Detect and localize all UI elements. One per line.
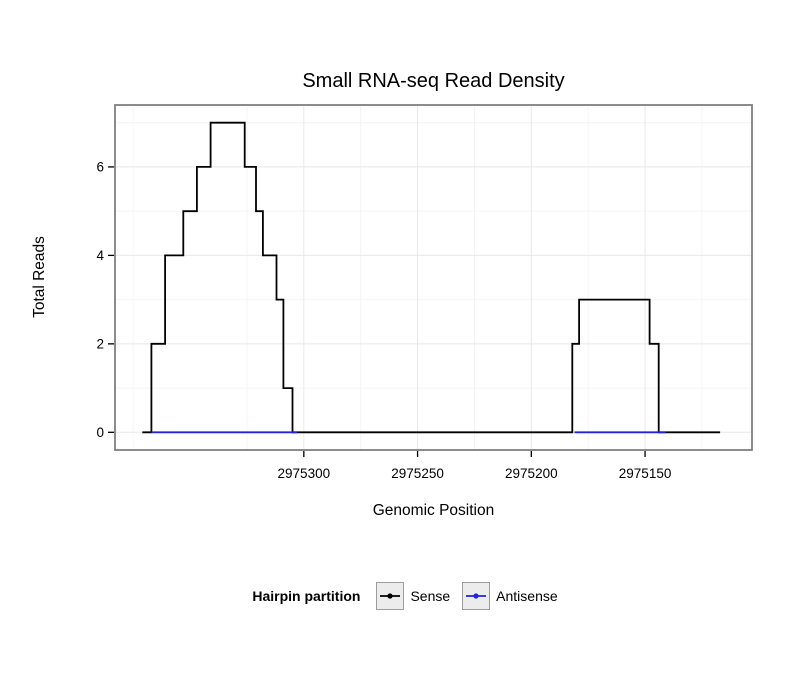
series-line-sense (142, 121, 721, 434)
legend-label-sense: Sense (410, 588, 451, 604)
panel-border (114, 104, 753, 451)
legend-title: Hairpin partition (252, 588, 361, 604)
antisense-key-icon (462, 582, 491, 610)
y-tick-label: 6 (96, 159, 104, 174)
y-tick-label: 4 (96, 248, 104, 263)
y-axis-title: Total Reads (31, 236, 48, 318)
x-tick-label: 2975150 (619, 466, 672, 481)
x-axis-title: Genomic Position (372, 502, 495, 519)
x-tick-label: 2975250 (391, 466, 444, 481)
chart-title: Small RNA-seq Read Density (302, 70, 565, 92)
legend: Hairpin partition Sense Antisense (0, 582, 810, 610)
legend-label-antisense: Antisense (496, 588, 558, 604)
legend-entry-antisense: Antisense (462, 582, 558, 610)
legend-entry-sense: Sense (376, 582, 450, 610)
y-tick-label: 2 (96, 336, 104, 351)
y-tick-label: 0 (96, 425, 104, 440)
x-tick-label: 2975300 (278, 466, 331, 481)
x-tick-label: 2975200 (505, 466, 558, 481)
sense-key-icon (376, 582, 405, 610)
